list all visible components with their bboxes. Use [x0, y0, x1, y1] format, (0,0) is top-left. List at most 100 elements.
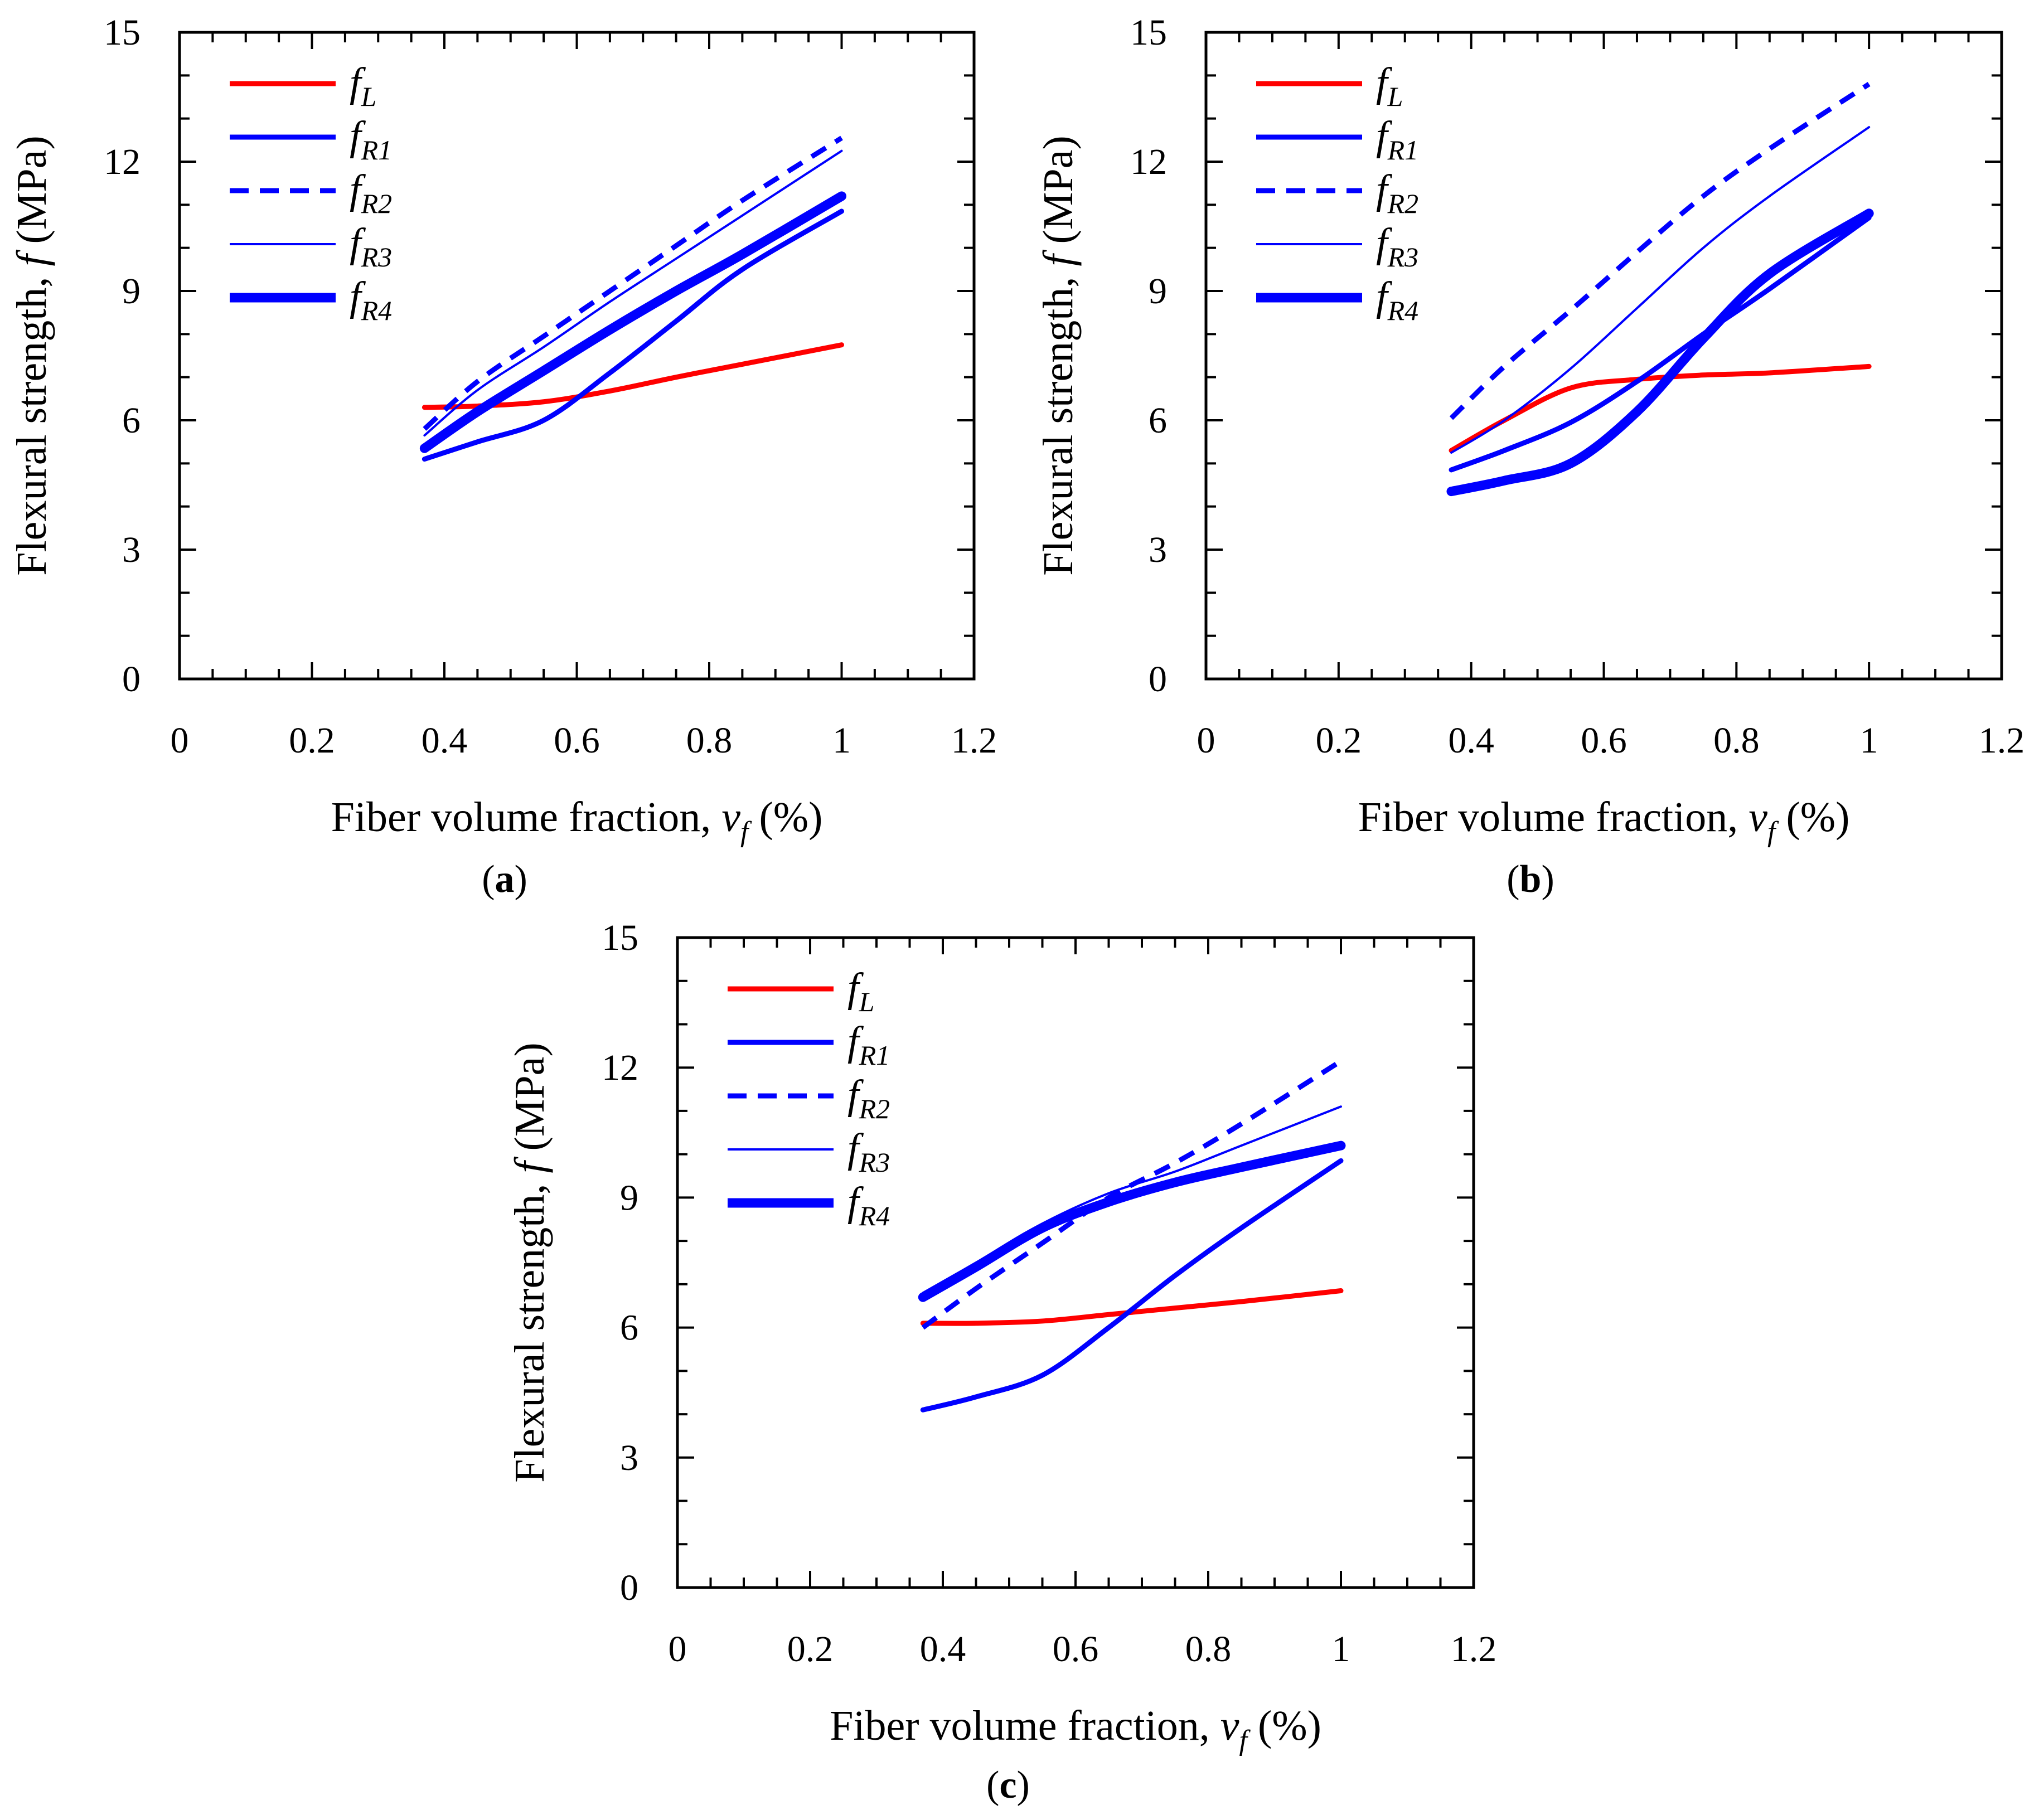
ticks	[178, 31, 975, 680]
legend-label: fR1	[847, 1018, 890, 1071]
panel-b: 0 0.2 0.4 0.6 0.8 1 1.2 0 3 6 9 12 15 Fiber volume fr…	[1035, 12, 2024, 901]
x-tick-label: 1	[832, 720, 851, 761]
legend-label-subscript: R1	[361, 134, 393, 166]
legend-label-subscript: R2	[361, 188, 393, 219]
x-axis-label-variable: v	[1220, 1702, 1239, 1749]
legend-label-subscript: R1	[1387, 134, 1419, 166]
series-group	[419, 135, 846, 462]
series-line-fL	[920, 1288, 1344, 1326]
panel-caption-close: )	[515, 858, 527, 901]
legend-label: fR2	[847, 1072, 890, 1124]
panel-caption: (c)	[986, 1764, 1030, 1807]
x-axis-label-unit: (%)	[748, 794, 822, 841]
x-tick-label: 0	[669, 1629, 687, 1669]
legend-label-subscript: R4	[859, 1200, 890, 1231]
y-axis-label: Flexural strength, f (MPa)	[506, 1042, 553, 1482]
plot-frame	[178, 31, 976, 681]
x-tick-label: 0.6	[554, 720, 600, 761]
series-line-fR4	[918, 1140, 1346, 1302]
y-tick-label: 15	[602, 918, 638, 958]
x-tick-label: 1	[1860, 720, 1878, 761]
x-tick-label: 0.2	[1316, 720, 1362, 761]
x-tick-label: 0.6	[1581, 720, 1627, 761]
legend-label-subscript: R3	[1387, 241, 1419, 273]
x-tick-label: 0	[171, 720, 189, 761]
x-tick-label: 1	[1332, 1629, 1350, 1669]
x-axis-label: Fiber volume fraction, vf (%)	[331, 794, 823, 848]
x-tick-label: 0.2	[289, 720, 335, 761]
series-line-fR2	[423, 135, 843, 431]
y-tick-label: 9	[620, 1177, 638, 1218]
panel-caption-open: (	[482, 858, 495, 901]
x-tick-label: 0.8	[686, 720, 733, 761]
y-tick-label: 9	[1149, 271, 1167, 312]
legend-label-subscript: R2	[859, 1093, 890, 1124]
legend-label: fL	[847, 965, 874, 1017]
panel-caption-letter: c	[999, 1764, 1016, 1807]
x-tick-label: 0.4	[920, 1629, 966, 1669]
ticks	[676, 936, 1475, 1589]
series-line-fR2	[1449, 82, 1871, 420]
legend-label-subscript: L	[1387, 81, 1403, 112]
series-group	[918, 1059, 1346, 1413]
x-tick-label: 0.4	[1448, 720, 1494, 761]
legend-label: fR4	[1376, 274, 1418, 326]
panel-caption: (b)	[1507, 858, 1554, 901]
panel-caption-close: )	[1541, 858, 1554, 901]
legend-label-subscript: R1	[859, 1040, 890, 1071]
x-tick-label: 1.2	[1451, 1629, 1497, 1669]
panel-caption-letter: a	[495, 858, 515, 901]
ticks	[1205, 31, 2003, 680]
legend-label: fR2	[1376, 167, 1418, 219]
y-tick-label: 0	[1149, 659, 1167, 700]
x-axis-label-text: Fiber volume fraction,	[331, 794, 722, 841]
x-axis-label-text: Fiber volume fraction,	[830, 1702, 1220, 1749]
y-axis-label-unit: (MPa)	[8, 135, 55, 254]
legend-label: fR3	[1376, 220, 1418, 273]
x-tick-label: 0	[1197, 720, 1215, 761]
x-axis-label-unit: (%)	[1247, 1702, 1321, 1749]
y-axis-label: Flexural strength, f (MPa)	[1035, 135, 1082, 575]
y-tick-label: 9	[122, 271, 141, 312]
y-tick-label: 6	[122, 400, 141, 441]
legend-label: fR3	[847, 1125, 890, 1178]
plot-frame	[676, 936, 1475, 1589]
y-tick-label: 12	[1130, 142, 1167, 182]
series-line-fR1	[422, 208, 844, 462]
panel-caption: (a)	[482, 858, 527, 901]
x-tick-label: 0.8	[1185, 1629, 1232, 1669]
series-line-fR4	[1446, 208, 1874, 497]
legend-label-subscript: L	[361, 81, 377, 112]
legend-label-subscript: L	[859, 986, 875, 1017]
x-tick-label: 1.2	[1979, 720, 2025, 761]
y-tick-label: 0	[620, 1567, 638, 1608]
series-line-fR1	[1449, 215, 1872, 473]
legend-label-subscript: R3	[859, 1147, 890, 1178]
x-tick-label: 0.4	[422, 720, 468, 761]
y-tick-label: 12	[104, 142, 141, 182]
plot-frame	[1204, 31, 2003, 681]
legend-label-subscript: R2	[1387, 188, 1419, 219]
y-axis-label: Flexural strength, f (MPa)	[8, 135, 55, 575]
x-axis-label: Fiber volume fraction, vf (%)	[830, 1702, 1321, 1756]
panel-caption-open: (	[1507, 858, 1519, 901]
y-axis-label-text: Flexural strength,	[506, 1173, 553, 1483]
legend-label-subscript: R4	[361, 295, 393, 326]
legend-label-subscript: R4	[1387, 295, 1419, 326]
y-tick-label: 15	[1130, 12, 1167, 53]
y-tick-label: 0	[122, 659, 141, 700]
y-tick-label: 3	[620, 1438, 638, 1478]
y-axis-label-unit: (MPa)	[506, 1042, 553, 1161]
y-tick-label: 6	[1149, 400, 1167, 441]
x-axis-label-variable: v	[721, 794, 740, 841]
y-tick-label: 12	[602, 1047, 638, 1088]
panel-a: 0 0.2 0.4 0.6 0.8 1 1.2 0 3 6 9 12 15 Fiber volume fr…	[8, 12, 997, 901]
x-tick-label: 0.8	[1713, 720, 1760, 761]
y-tick-label: 3	[122, 530, 141, 570]
series-group	[1446, 82, 1874, 497]
series-line-fR1	[920, 1158, 1344, 1413]
y-tick-label: 6	[620, 1308, 638, 1348]
